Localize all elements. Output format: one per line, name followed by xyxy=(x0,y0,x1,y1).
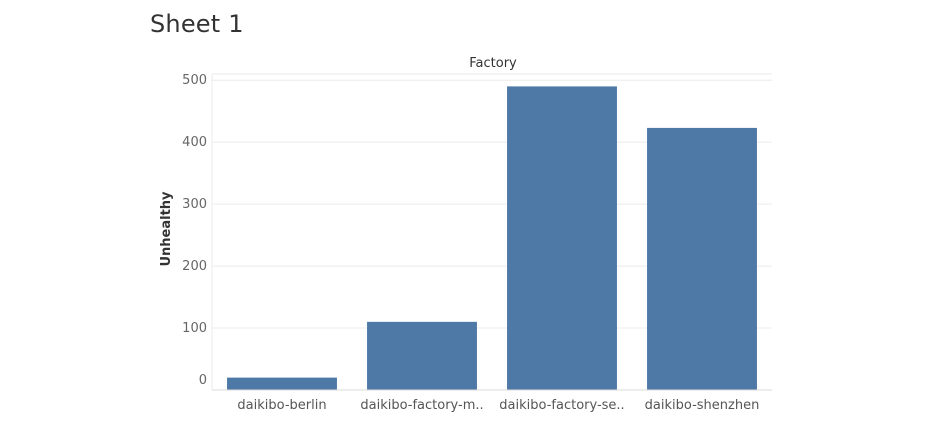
x-category-label: daikibo-factory-m.. xyxy=(360,398,483,413)
bar-daikibo-shenzhen[interactable] xyxy=(647,127,757,390)
y-axis-title: Unhealthy xyxy=(159,191,174,267)
x-category-label: daikibo-factory-se.. xyxy=(499,398,624,413)
y-tick-label: 300 xyxy=(182,197,207,212)
y-tick-label: 400 xyxy=(182,135,207,150)
column-header-title: Factory xyxy=(469,56,517,71)
y-tick-label: 0 xyxy=(199,373,207,388)
x-axis-labels: daikibo-berlin daikibo-factory-m.. daikibo… xyxy=(237,398,759,413)
sheet-title: Sheet 1 xyxy=(150,10,244,38)
bar-daikibo-factory-se[interactable] xyxy=(507,86,617,391)
x-category-label: daikibo-berlin xyxy=(237,398,326,413)
y-tick-label: 500 xyxy=(182,73,207,88)
x-category-label: daikibo-shenzhen xyxy=(645,398,760,413)
y-tick-label: 200 xyxy=(182,259,207,274)
y-tick-label: 100 xyxy=(182,321,207,336)
bars xyxy=(227,86,757,391)
bar-daikibo-berlin[interactable] xyxy=(227,377,337,390)
y-axis-ticks: 0 100 200 300 400 500 xyxy=(182,73,207,388)
bar-daikibo-factory-m[interactable] xyxy=(367,321,477,390)
